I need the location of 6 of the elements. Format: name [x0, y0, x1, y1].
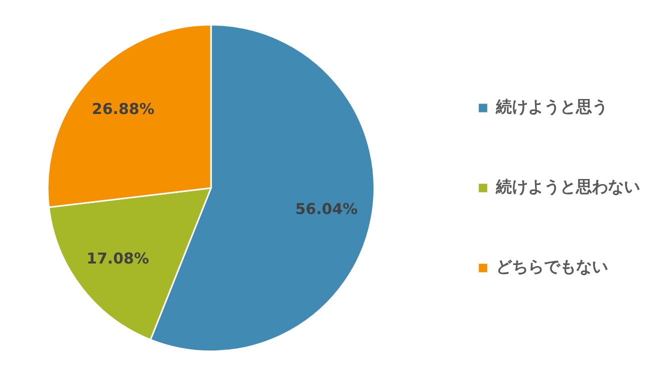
data-label: 17.08%: [86, 249, 150, 268]
legend-label: 続けようと思う: [495, 97, 608, 116]
data-label: 56.04%: [295, 200, 358, 218]
data-label: 26.88%: [92, 100, 154, 118]
legend-label: 続けようと思わない: [495, 177, 640, 196]
legend-label: どちらでもない: [496, 257, 608, 276]
